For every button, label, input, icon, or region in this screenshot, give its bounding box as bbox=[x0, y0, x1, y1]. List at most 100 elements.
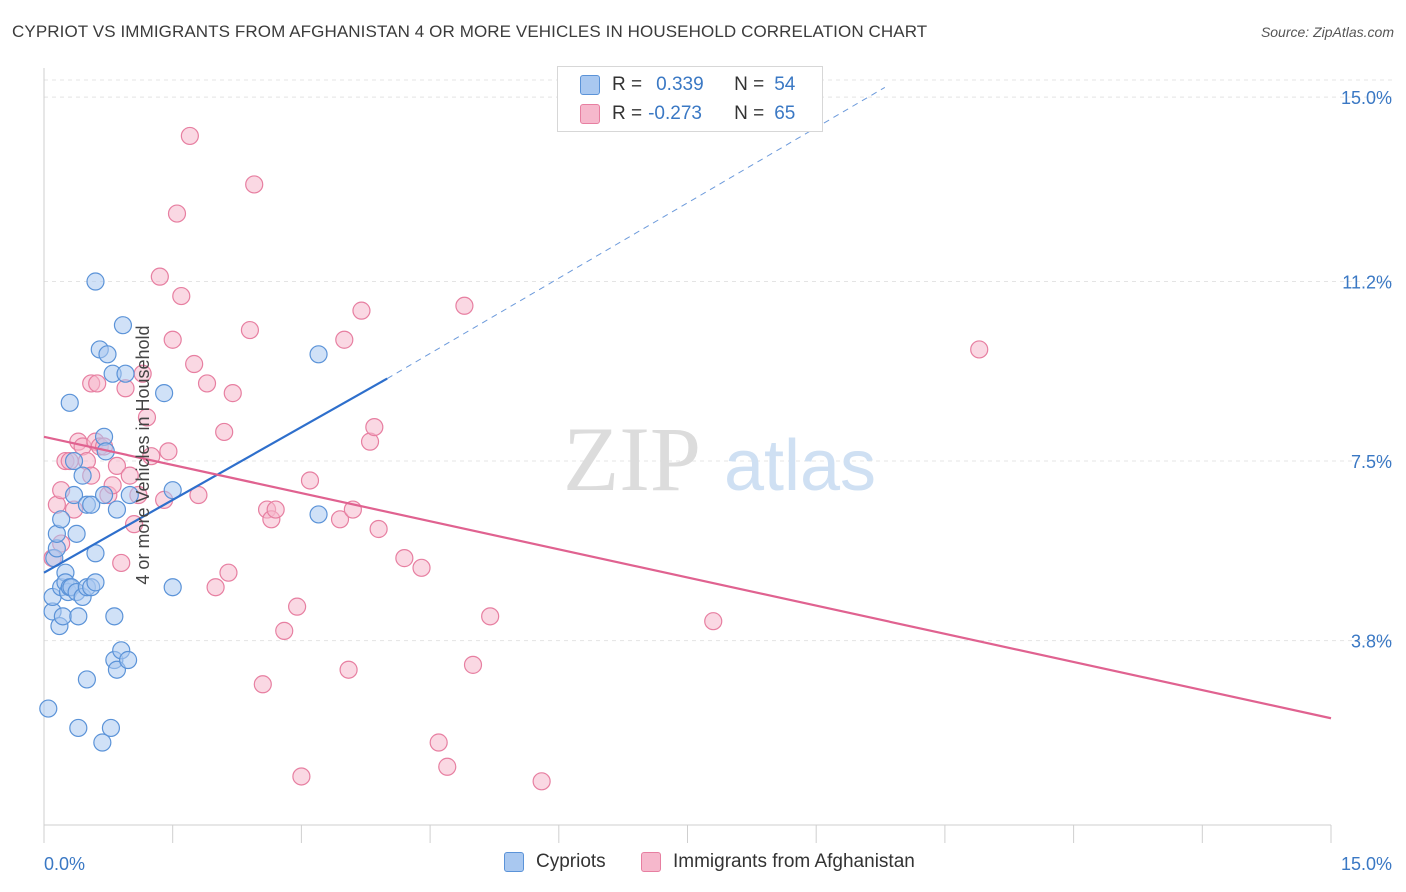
data-point-cypriots bbox=[105, 607, 124, 626]
data-point-cypriots bbox=[69, 607, 88, 626]
grid-lines bbox=[44, 79, 1392, 642]
data-point-afghanistan bbox=[335, 330, 354, 349]
data-point-afghanistan bbox=[120, 466, 139, 485]
data-point-afghanistan bbox=[266, 500, 285, 519]
data-point-afghanistan bbox=[107, 456, 127, 476]
data-point-afghanistan bbox=[215, 422, 234, 442]
legend-r-label: R = bbox=[612, 103, 643, 124]
data-point-afghanistan bbox=[172, 286, 191, 306]
data-point-afghanistan bbox=[219, 563, 238, 582]
data-point-afghanistan bbox=[159, 442, 178, 461]
data-point-afghanistan bbox=[288, 597, 307, 616]
data-point-afghanistan bbox=[150, 267, 169, 286]
data-point-afghanistan bbox=[167, 204, 187, 223]
data-point-cypriots bbox=[107, 500, 127, 519]
legend-r-label: R = bbox=[612, 74, 643, 95]
legend-swatch-pink bbox=[580, 104, 600, 124]
data-point-afghanistan bbox=[481, 607, 500, 626]
trend-line-cypriots-extension bbox=[386, 86, 886, 379]
series-afghanistan-points bbox=[43, 126, 989, 791]
legend-n-value: 54 bbox=[774, 74, 796, 95]
data-point-afghanistan bbox=[245, 175, 264, 194]
trend-line-afghanistan bbox=[43, 435, 1332, 720]
legend-item-cypriots: Cypriots bbox=[504, 851, 606, 873]
data-point-cypriots bbox=[118, 650, 138, 670]
correlation-legend: R = 0.339 N = 54 R = -0.273 N = 65 bbox=[557, 66, 823, 132]
data-point-afghanistan bbox=[429, 733, 448, 752]
watermark-zip: ZIP bbox=[563, 408, 701, 510]
data-point-afghanistan bbox=[532, 772, 551, 791]
legend-n-label: N = bbox=[734, 103, 765, 124]
data-point-cypriots bbox=[101, 718, 121, 738]
data-point-afghanistan bbox=[339, 660, 358, 679]
data-point-afghanistan bbox=[365, 417, 384, 437]
data-point-afghanistan bbox=[163, 330, 182, 349]
data-point-afghanistan bbox=[455, 296, 474, 315]
data-point-cypriots bbox=[73, 466, 92, 485]
data-point-cypriots bbox=[82, 495, 101, 514]
legend-row-cypriots: R = 0.339 N = 54 bbox=[580, 71, 795, 99]
data-point-afghanistan bbox=[300, 471, 320, 490]
legend-r-value: -0.273 bbox=[648, 103, 702, 124]
series-legend: Cypriots Immigrants from Afghanistan bbox=[0, 851, 1406, 879]
legend-label-cypriots: Cypriots bbox=[536, 851, 606, 872]
data-point-cypriots bbox=[120, 485, 139, 505]
data-point-cypriots bbox=[94, 485, 114, 505]
data-point-afghanistan bbox=[223, 384, 242, 403]
data-point-cypriots bbox=[52, 510, 71, 529]
data-point-afghanistan bbox=[88, 374, 107, 393]
data-point-afghanistan bbox=[369, 519, 388, 539]
data-point-afghanistan bbox=[180, 126, 199, 146]
data-point-afghanistan bbox=[112, 553, 131, 573]
chart-title: CYPRIOT VS IMMIGRANTS FROM AFGHANISTAN 4… bbox=[12, 22, 928, 41]
data-point-cypriots bbox=[98, 345, 117, 364]
data-point-cypriots bbox=[39, 699, 58, 718]
data-point-cypriots bbox=[113, 316, 133, 335]
y-tick-label: 11.2% bbox=[1342, 273, 1392, 293]
tick-labels: 3.8% 7.5% 11.2% 15.0% 0.0% 15.0% bbox=[44, 88, 1392, 874]
data-point-afghanistan bbox=[275, 621, 294, 640]
data-point-afghanistan bbox=[253, 675, 272, 694]
trend-lines bbox=[43, 86, 1332, 720]
data-point-afghanistan bbox=[330, 510, 350, 529]
legend-swatch-blue bbox=[504, 852, 524, 872]
x-tick-label-max: 15.0% bbox=[1341, 854, 1392, 874]
data-point-cypriots bbox=[309, 505, 328, 524]
x-tick-label-min: 0.0% bbox=[44, 854, 85, 874]
y-tick-label: 15.0% bbox=[1341, 88, 1392, 108]
data-point-cypriots bbox=[163, 578, 182, 597]
legend-swatch-blue bbox=[580, 75, 600, 95]
y-tick-label: 3.8% bbox=[1351, 632, 1392, 652]
legend-n-value: 65 bbox=[774, 103, 796, 124]
trend-line-cypriots bbox=[43, 377, 388, 574]
watermark-atlas: atlas bbox=[724, 426, 876, 506]
data-point-cypriots bbox=[86, 573, 105, 592]
data-point-afghanistan bbox=[970, 340, 989, 359]
data-point-cypriots bbox=[67, 524, 86, 543]
y-axis-label: 4 or more Vehicles in Household bbox=[133, 325, 154, 585]
legend-row-afghanistan: R = -0.273 N = 65 bbox=[580, 100, 795, 128]
data-point-afghanistan bbox=[704, 612, 723, 631]
data-point-cypriots bbox=[155, 384, 174, 403]
y-tick-label: 7.5% bbox=[1351, 452, 1392, 472]
data-point-afghanistan bbox=[137, 408, 157, 427]
source-label: Source: ZipAtlas.com bbox=[1260, 24, 1394, 40]
data-point-afghanistan bbox=[438, 757, 457, 776]
data-point-cypriots bbox=[60, 393, 79, 412]
data-point-afghanistan bbox=[412, 558, 431, 577]
data-point-afghanistan bbox=[185, 354, 204, 374]
data-point-afghanistan bbox=[197, 374, 217, 393]
data-point-cypriots bbox=[53, 607, 72, 626]
data-point-afghanistan bbox=[240, 320, 260, 340]
data-point-cypriots bbox=[77, 670, 97, 689]
legend-n-label: N = bbox=[734, 74, 765, 95]
data-point-afghanistan bbox=[463, 655, 483, 674]
data-point-afghanistan bbox=[395, 549, 414, 568]
data-point-afghanistan bbox=[292, 767, 311, 786]
data-point-cypriots bbox=[64, 451, 84, 471]
legend-label-afghanistan: Immigrants from Afghanistan bbox=[673, 851, 915, 872]
legend-swatch-pink bbox=[641, 852, 661, 872]
data-point-afghanistan bbox=[206, 578, 225, 597]
data-point-cypriots bbox=[116, 364, 135, 383]
